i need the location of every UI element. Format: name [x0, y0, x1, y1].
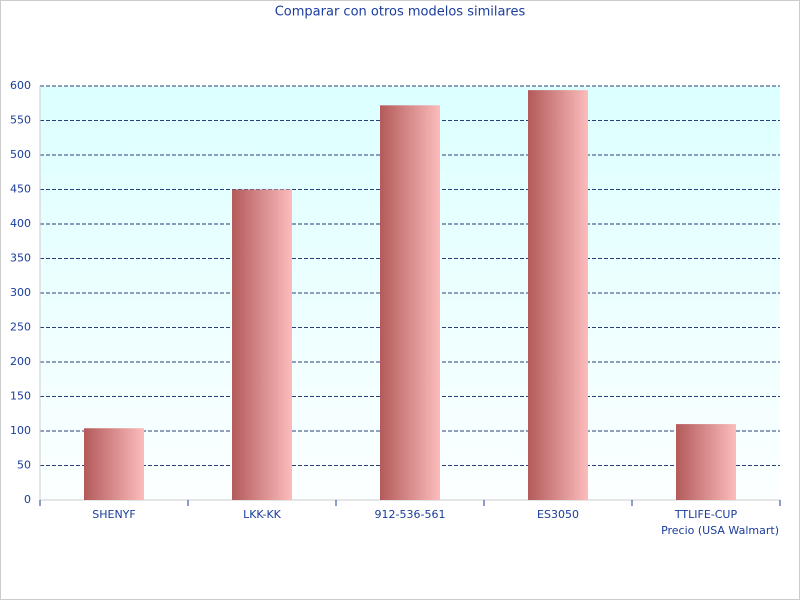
bar: [84, 428, 144, 500]
bar: [232, 189, 292, 500]
y-tick-label: 350: [10, 252, 31, 265]
bar: [676, 424, 736, 500]
y-tick-label: 500: [10, 148, 31, 161]
y-tick-label: 300: [10, 286, 31, 299]
bar: [528, 90, 588, 500]
y-tick-label: 150: [10, 390, 31, 403]
x-tick-label: LKK-KK: [243, 508, 282, 521]
bar: [380, 105, 440, 500]
x-axis-label: Precio (USA Walmart): [661, 524, 779, 537]
x-tick-label: TTLIFE-CUP: [674, 508, 738, 521]
y-tick-label: 600: [10, 79, 31, 92]
x-tick-label: SHENYF: [92, 508, 135, 521]
y-tick-label: 200: [10, 355, 31, 368]
y-tick-label: 400: [10, 217, 31, 230]
y-tick-label: 450: [10, 183, 31, 196]
x-tick-label: ES3050: [537, 508, 579, 521]
x-tick-label: 912-536-561: [375, 508, 446, 521]
y-tick-label: 0: [24, 493, 31, 506]
chart-title: Comparar con otros modelos similares: [275, 5, 526, 20]
y-tick-label: 250: [10, 321, 31, 334]
y-tick-label: 50: [17, 459, 31, 472]
y-tick-label: 100: [10, 424, 31, 437]
y-tick-label: 550: [10, 114, 31, 127]
